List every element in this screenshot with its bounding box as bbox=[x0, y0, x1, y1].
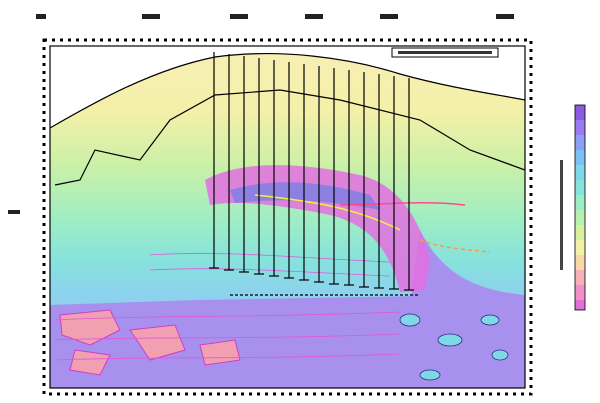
plot-area bbox=[50, 46, 525, 388]
tick-border bbox=[42, 38, 533, 396]
profiles bbox=[209, 52, 414, 291]
frame bbox=[49, 45, 526, 389]
colorbar bbox=[560, 104, 586, 311]
top-labels bbox=[8, 14, 514, 214]
